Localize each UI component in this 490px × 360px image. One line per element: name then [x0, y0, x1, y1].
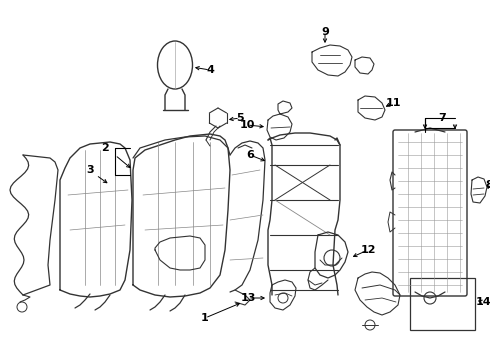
- Text: 1: 1: [201, 313, 209, 323]
- Text: 10: 10: [239, 120, 255, 130]
- Text: 9: 9: [321, 27, 329, 37]
- Text: 13: 13: [240, 293, 256, 303]
- Text: 7: 7: [438, 113, 446, 123]
- Text: 3: 3: [86, 165, 94, 175]
- Text: 4: 4: [206, 65, 214, 75]
- Text: 14: 14: [475, 297, 490, 307]
- Text: 12: 12: [360, 245, 376, 255]
- Text: 6: 6: [246, 150, 254, 160]
- Text: 11: 11: [385, 98, 401, 108]
- Text: 5: 5: [236, 113, 244, 123]
- Text: 2: 2: [101, 143, 109, 153]
- Text: 8: 8: [485, 180, 490, 190]
